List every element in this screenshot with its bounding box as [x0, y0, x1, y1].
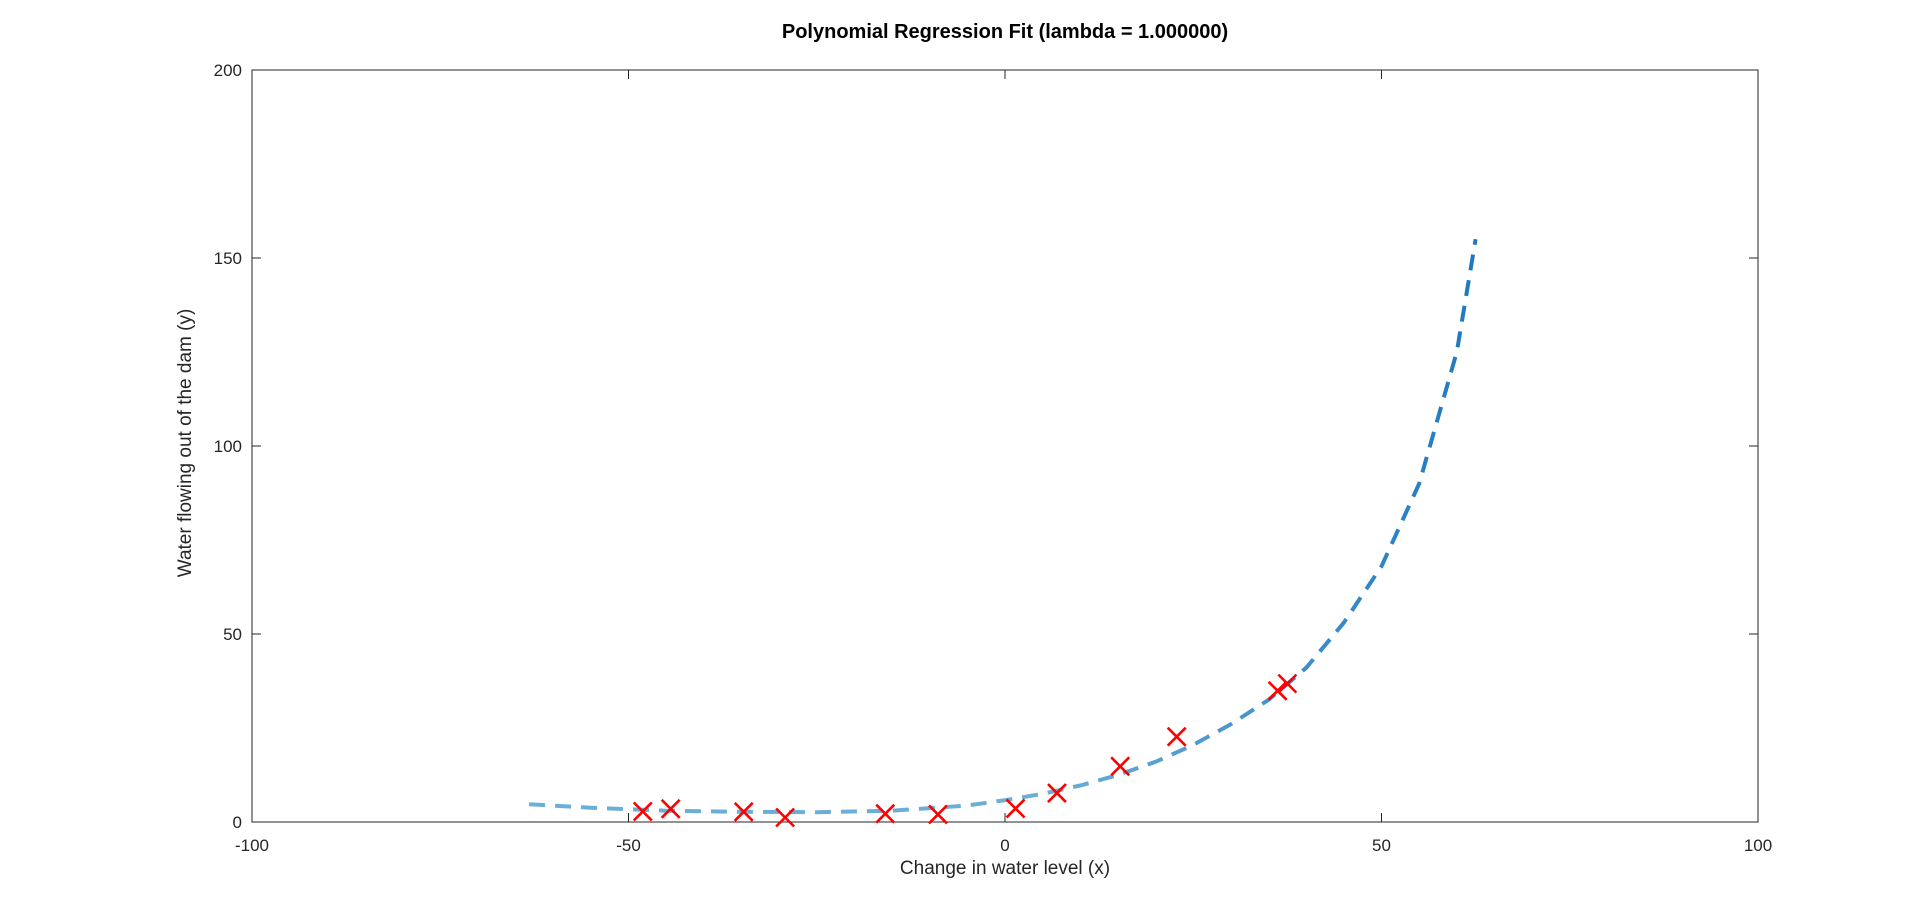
- data-point: [775, 807, 796, 828]
- data-point: [1005, 798, 1026, 819]
- data-point-stroke-b: [733, 801, 754, 822]
- chart-marks: [528, 238, 1478, 828]
- y-axis-label: Water flowing out of the dam (y): [175, 309, 196, 578]
- chart-text: Polynomial Regression Fit (lambda = 1.00…: [175, 21, 1772, 879]
- data-point-stroke-b: [660, 798, 681, 819]
- x-tick-label: 0: [1000, 836, 1009, 855]
- x-axis-label: Change in water level (x): [900, 858, 1110, 879]
- data-point-stroke-b: [1005, 798, 1026, 819]
- data-point: [632, 801, 653, 822]
- data-point: [1047, 783, 1067, 803]
- chart-title: Polynomial Regression Fit (lambda = 1.00…: [782, 21, 1228, 43]
- data-point: [1267, 680, 1288, 701]
- data-point: [1166, 726, 1187, 747]
- plot-area: [251, 69, 1759, 823]
- y-tick-label: 100: [214, 437, 242, 456]
- y-tick-label: 50: [223, 625, 242, 644]
- fit-line: [528, 238, 1478, 815]
- x-tick-label: -100: [235, 836, 269, 855]
- data-point: [928, 804, 948, 825]
- data-point: [1277, 673, 1298, 694]
- data-point-stroke-b: [1047, 783, 1067, 803]
- data-point-stroke-b: [1110, 756, 1131, 777]
- axes-box: [251, 69, 1759, 823]
- data-point-stroke-b: [775, 807, 796, 828]
- data-point-stroke-b: [1277, 673, 1298, 694]
- data-point-stroke-b: [1267, 680, 1288, 701]
- data-point: [875, 803, 896, 824]
- x-tick-label: -50: [616, 836, 641, 855]
- data-point: [660, 798, 681, 819]
- data-point-stroke-b: [632, 801, 653, 822]
- y-tick-label: 150: [214, 249, 242, 268]
- data-point-stroke-b: [875, 803, 896, 824]
- data-point: [733, 801, 754, 822]
- x-tick-label: 100: [1744, 836, 1772, 855]
- y-tick-label: 200: [214, 61, 242, 80]
- x-tick-label: 50: [1372, 836, 1391, 855]
- data-point-stroke-b: [928, 804, 948, 825]
- data-point-stroke-b: [1166, 726, 1187, 747]
- data-point: [1110, 756, 1131, 777]
- y-tick-label: 0: [233, 813, 242, 832]
